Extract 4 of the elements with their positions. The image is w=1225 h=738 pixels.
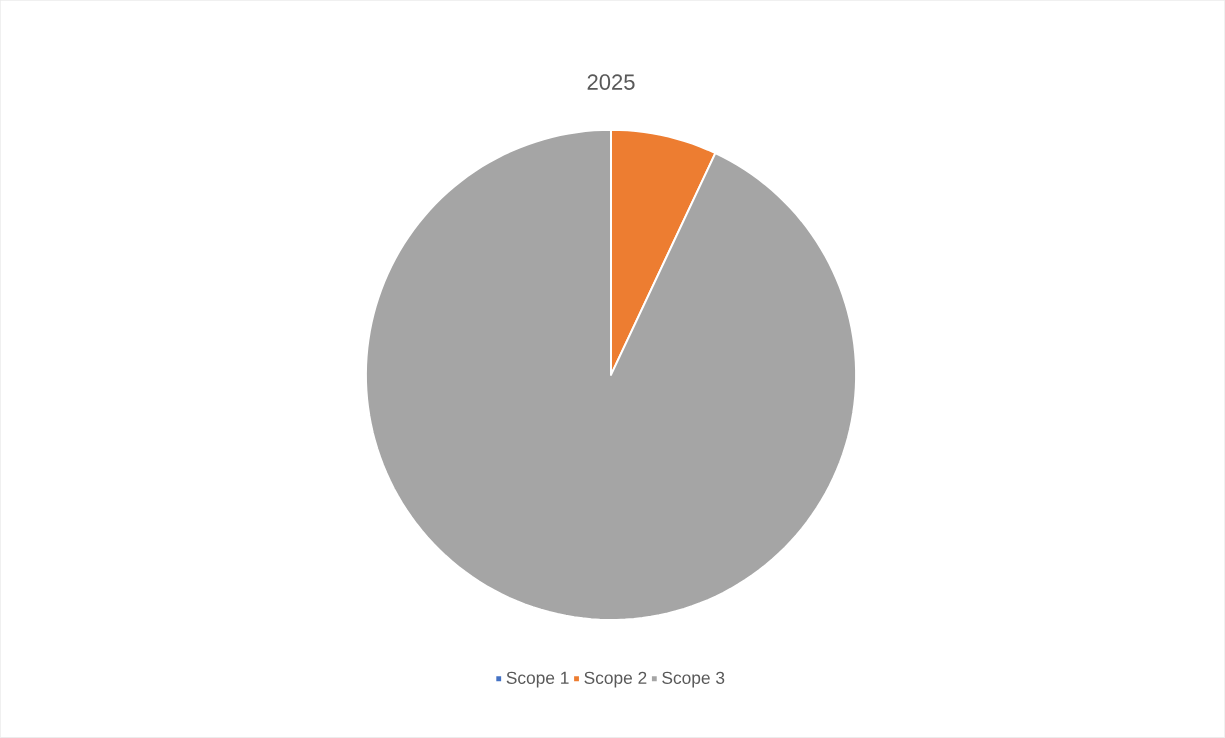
legend-label: Scope 2 <box>584 671 647 688</box>
legend-label: Scope 1 <box>506 671 569 688</box>
chart-title: 2025 <box>587 74 635 90</box>
legend-label: Scope 3 <box>662 671 725 688</box>
